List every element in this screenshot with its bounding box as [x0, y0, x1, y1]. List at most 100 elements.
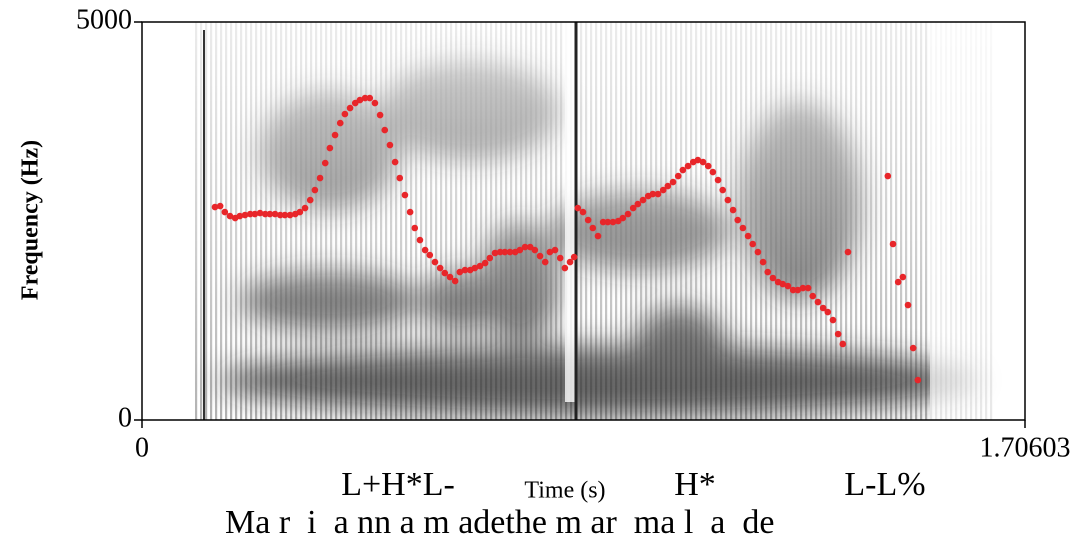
pitch-point	[889, 240, 897, 248]
pitch-point	[246, 210, 254, 218]
pitch-point	[684, 162, 692, 170]
pitch-point	[366, 94, 374, 102]
pitch-point	[256, 209, 264, 217]
pitch-point	[844, 248, 852, 256]
pitch-point	[506, 248, 514, 256]
pitch-point	[441, 269, 449, 277]
pitch-point	[794, 286, 802, 294]
pitch-point	[461, 266, 469, 274]
pitch-point	[331, 131, 339, 139]
pitch-point	[476, 262, 484, 270]
pitch-point	[570, 253, 578, 261]
pitch-point	[271, 210, 279, 218]
pitch-point	[221, 208, 229, 216]
pitch-point	[356, 96, 364, 104]
pitch-point	[521, 243, 529, 251]
pitch-point	[471, 264, 479, 272]
pitch-point	[406, 208, 414, 216]
pitch-point	[714, 176, 722, 184]
pitch-point	[276, 211, 284, 219]
pitch-point	[456, 268, 464, 276]
pitch-point	[749, 240, 757, 248]
pitch-point	[634, 200, 642, 208]
pitch-point	[904, 301, 912, 309]
pitch-point	[501, 248, 509, 256]
pitch-point	[481, 259, 489, 267]
pitch-point	[814, 298, 822, 306]
pitch-point	[251, 210, 259, 218]
pitch-point	[561, 264, 569, 272]
pitch-point	[804, 284, 812, 292]
pitch-point	[431, 258, 439, 266]
pitch-point	[301, 204, 309, 212]
spectrogram	[195, 22, 1025, 420]
pitch-point	[266, 210, 274, 218]
plot-frame	[141, 21, 1026, 421]
pitch-point	[526, 243, 534, 251]
pitch-point	[584, 216, 592, 224]
pitch-point	[604, 218, 612, 226]
pitch-point	[839, 340, 847, 348]
pitch-point	[709, 168, 717, 176]
pitch-point	[734, 216, 742, 224]
pitch-point	[371, 99, 379, 107]
pitch-point	[729, 206, 737, 214]
pitch-point	[381, 126, 389, 134]
pitch-point	[401, 191, 409, 199]
pitch-point	[426, 251, 434, 259]
pitch-point	[589, 224, 597, 232]
pitch-point	[799, 284, 807, 292]
pitch-point	[884, 172, 892, 180]
pitch-point	[739, 224, 747, 232]
pitch-point	[336, 119, 344, 127]
x-axis-label: Time (s)	[524, 478, 605, 504]
pitch-point	[566, 258, 574, 266]
pitch-point	[764, 268, 772, 276]
pitch-point	[819, 304, 827, 312]
pitch-point	[599, 218, 607, 226]
pitch-point	[649, 190, 657, 198]
pitch-point	[411, 224, 419, 232]
x-tick-label: 1.70603	[980, 432, 1071, 463]
pitch-point	[579, 208, 587, 216]
pitch-point	[416, 236, 424, 244]
pitch-point	[629, 204, 637, 212]
pitch-point	[391, 158, 399, 166]
pitch-point	[699, 158, 707, 166]
pitch-point	[789, 286, 797, 294]
pitch-point	[624, 210, 632, 218]
pitch-point	[306, 196, 314, 204]
pitch-point	[609, 218, 617, 226]
pitch-point	[654, 190, 662, 198]
pitch-point	[694, 156, 702, 164]
annotation: H*	[674, 466, 716, 503]
y-axis-label: Frequency (Hz)	[18, 140, 44, 300]
pitch-point	[744, 232, 752, 240]
pitch-point	[784, 282, 792, 290]
pitch-point	[311, 186, 319, 194]
pitch-point	[669, 178, 677, 186]
pitch-point	[834, 330, 842, 338]
pitch-point	[824, 308, 832, 316]
pitch-point	[679, 166, 687, 174]
pitch-point	[531, 246, 539, 254]
pitch-point	[536, 252, 544, 260]
pitch-point	[541, 258, 549, 266]
pitch-point	[421, 246, 429, 254]
pitch-point	[546, 248, 554, 256]
pitch-point	[281, 211, 289, 219]
pitch-point	[346, 104, 354, 112]
pitch-point	[894, 278, 902, 286]
pitch-point	[779, 280, 787, 288]
pitch-point	[386, 141, 394, 149]
pitch-point	[241, 211, 249, 219]
pitch-point	[724, 196, 732, 204]
pitch-point	[759, 258, 767, 266]
pitch-point	[496, 248, 504, 256]
pitch-point	[769, 274, 777, 282]
y-tick-label: 5000	[76, 4, 132, 35]
pitch-point	[899, 273, 907, 281]
pitch-point	[594, 232, 602, 240]
pitch-point	[909, 344, 917, 352]
pitch-point	[486, 254, 494, 262]
